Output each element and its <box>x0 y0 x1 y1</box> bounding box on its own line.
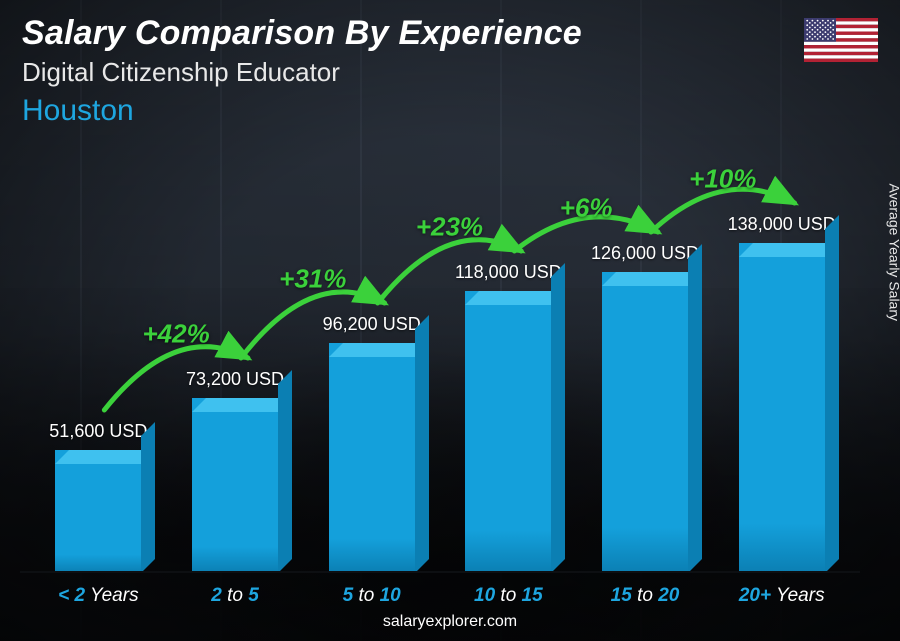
percent-increase-label: +31% <box>279 264 346 295</box>
bar-top-face <box>739 243 839 257</box>
bar-front-face <box>329 343 415 573</box>
x-axis-label: 2 to 5 <box>167 585 304 607</box>
bar <box>739 243 825 573</box>
bar-top-face <box>329 343 429 357</box>
bar-value-label: 138,000 USD <box>728 214 836 235</box>
x-axis-label: 20+ Years <box>713 585 850 607</box>
x-axis-label: 15 to 20 <box>577 585 714 607</box>
percent-increase-label: +23% <box>416 212 483 243</box>
bar-slot: 138,000 USD <box>713 160 850 573</box>
x-axis-labels: < 2 Years2 to 55 to 1010 to 1515 to 2020… <box>30 585 850 607</box>
chart-location: Houston <box>22 94 790 128</box>
x-axis-label: 5 to 10 <box>303 585 440 607</box>
bar-side-face <box>278 370 292 573</box>
source-attribution: salaryexplorer.com <box>0 613 900 631</box>
percent-increase-label: +6% <box>560 193 613 224</box>
bar-slot: 73,200 USD <box>167 160 304 573</box>
bar-front-face <box>465 291 551 573</box>
bar-front-face <box>55 450 141 573</box>
chart-baseline <box>20 571 860 573</box>
bar-slot: 51,600 USD <box>30 160 167 573</box>
bar-value-label: 118,000 USD <box>455 262 562 283</box>
bar-front-face <box>739 243 825 573</box>
usa-flag-icon <box>804 18 878 62</box>
y-axis-label: Average Yearly Salary <box>886 183 900 321</box>
percent-increase-label: +42% <box>142 319 209 350</box>
percent-increase-label: +10% <box>689 164 756 195</box>
bar-front-face <box>602 272 688 573</box>
chart-area: 51,600 USD 73,200 USD 96,200 USD 118,000… <box>30 160 850 573</box>
bar-value-label: 96,200 USD <box>323 314 421 335</box>
bar <box>192 398 278 573</box>
title-block: Salary Comparison By Experience Digital … <box>22 14 790 128</box>
bar-value-label: 126,000 USD <box>591 243 699 264</box>
bar-side-face <box>825 215 839 573</box>
x-axis-label: 10 to 15 <box>440 585 577 607</box>
bar <box>465 291 551 573</box>
bar-front-face <box>192 398 278 573</box>
chart-subtitle: Digital Citizenship Educator <box>22 57 790 88</box>
bar <box>329 343 415 573</box>
chart-container: Salary Comparison By Experience Digital … <box>0 0 900 641</box>
chart-title: Salary Comparison By Experience <box>22 14 790 53</box>
x-axis-label: < 2 Years <box>30 585 167 607</box>
bar-side-face <box>551 263 565 573</box>
bar-value-label: 73,200 USD <box>186 369 284 390</box>
bar <box>602 272 688 573</box>
bar-side-face <box>141 422 155 573</box>
bar <box>55 450 141 573</box>
bar-side-face <box>688 244 702 573</box>
bar-value-label: 51,600 USD <box>49 421 147 442</box>
bar-side-face <box>415 315 429 573</box>
bar-top-face <box>192 398 292 412</box>
